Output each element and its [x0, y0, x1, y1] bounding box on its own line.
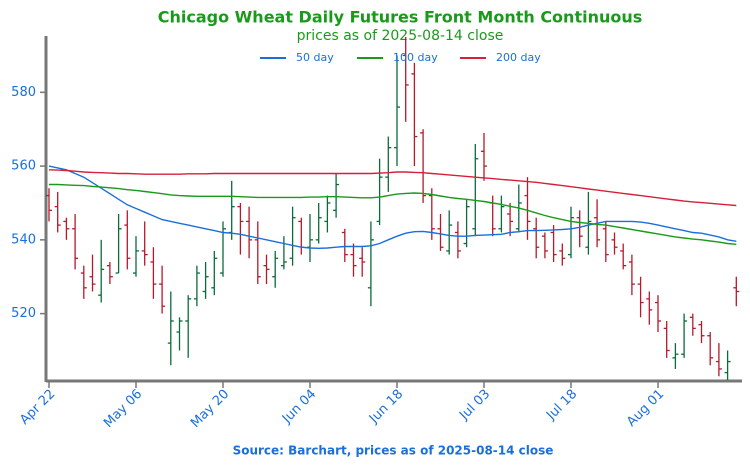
- legend-label: 200 day: [496, 51, 541, 64]
- x-tick-label: May 06: [101, 387, 145, 431]
- y-tick-label: 580: [11, 85, 36, 100]
- moving-average-line: [49, 183, 737, 245]
- y-tick-label: 520: [11, 306, 36, 321]
- x-tick-label: Jul 03: [456, 387, 493, 424]
- x-tick-label: May 20: [188, 387, 232, 431]
- y-tick-label: 560: [11, 159, 36, 174]
- moving-average-line: [48, 165, 737, 250]
- legend-label: 50 day: [296, 51, 334, 64]
- x-tick-label: Apr 22: [17, 387, 58, 428]
- legend-label: 100 day: [393, 51, 438, 64]
- moving-average-line: [48, 169, 737, 207]
- x-tick-label: Aug 01: [624, 387, 667, 430]
- x-tick-label: Jul 18: [543, 387, 580, 424]
- chart-subtitle: prices as of 2025-08-14 close: [297, 28, 504, 44]
- y-tick-label: 540: [11, 232, 36, 247]
- x-tick-label: Jun 18: [366, 387, 406, 427]
- x-tick-label: Jun 04: [279, 387, 319, 427]
- chart-title: Chicago Wheat Daily Futures Front Month …: [158, 8, 643, 27]
- source-note: Source: Barchart, prices as of 2025-08-1…: [233, 444, 554, 458]
